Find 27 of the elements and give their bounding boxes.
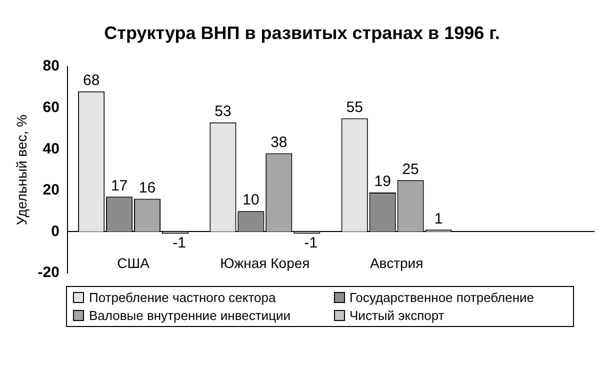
data-label: 68 — [82, 72, 100, 90]
legend-label: Государственное потребление — [350, 290, 534, 305]
legend-label: Валовые внутренние инвестиции — [89, 308, 291, 323]
y-tick-label: 0 — [51, 222, 60, 240]
data-label: 55 — [346, 98, 363, 116]
y-tick-label: 60 — [42, 99, 60, 116]
y-axis-title: Удельный вес, % — [13, 114, 30, 226]
legend-label: Потребление частного сектора — [89, 290, 276, 305]
data-label: 16 — [138, 179, 156, 196]
data-label: 17 — [110, 177, 128, 194]
x-tick-label: Южная Корея — [220, 254, 310, 271]
data-label: 25 — [402, 160, 419, 178]
y-tick-label: 80 — [42, 58, 60, 75]
x-tick-label: Австрия — [370, 254, 424, 271]
data-label: 53 — [214, 102, 232, 120]
data-label: -1 — [172, 234, 186, 252]
x-tick-label: США — [117, 254, 150, 271]
data-label: 38 — [270, 134, 288, 151]
y-tick-label: 20 — [42, 182, 60, 199]
chart-title: Структура ВНП в развитых странах в 1996 г. — [104, 22, 500, 43]
data-label: -1 — [304, 234, 318, 252]
y-tick-label: -20 — [38, 264, 60, 282]
data-label: 19 — [374, 173, 391, 190]
data-label: 1 — [434, 210, 443, 228]
y-tick-label: 40 — [42, 140, 60, 158]
legend-label: Чистый экспорт — [350, 308, 444, 323]
data-label: 10 — [242, 192, 260, 209]
